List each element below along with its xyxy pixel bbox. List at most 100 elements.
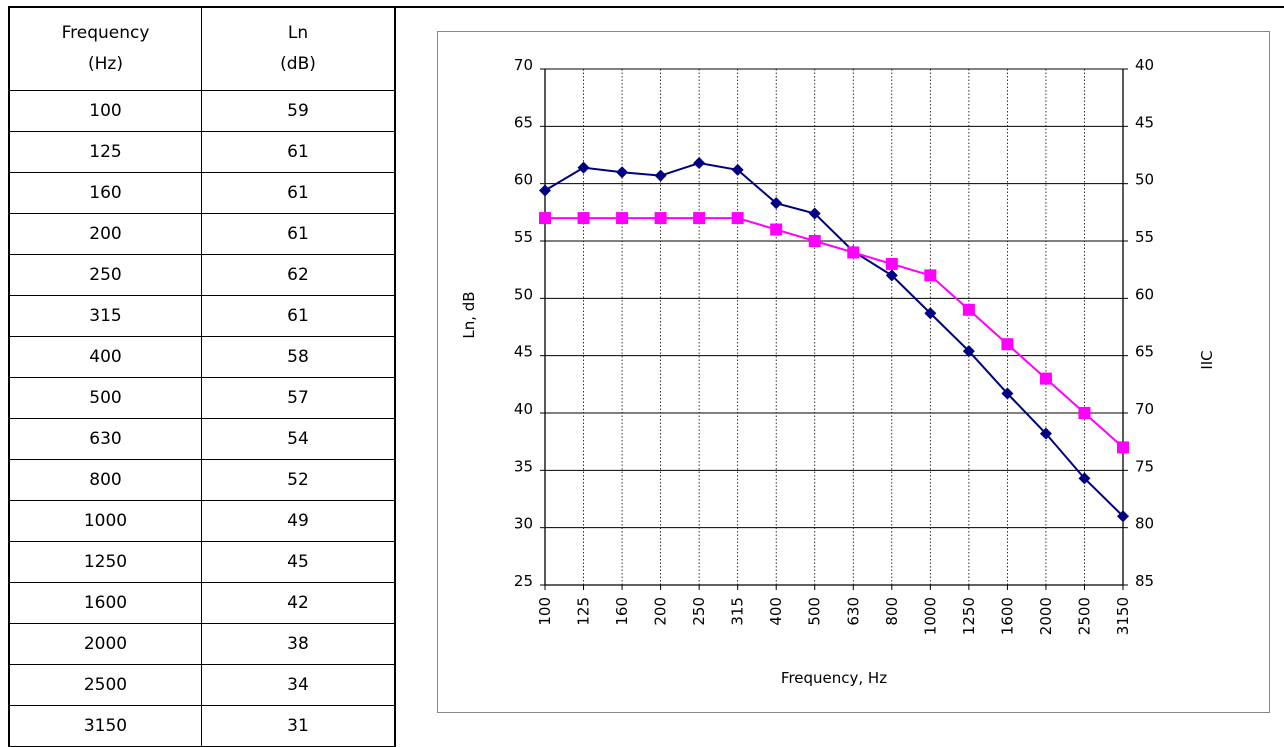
frequency-cell: 1250 xyxy=(8,541,202,583)
x-tick-label: 1600 xyxy=(998,597,1016,635)
frequency-cell: 315 xyxy=(8,295,202,337)
x-tick-label: 1250 xyxy=(960,597,978,635)
x-tick-label: 100 xyxy=(536,597,554,626)
series-point xyxy=(1078,472,1091,485)
x-tick-label: 160 xyxy=(613,597,631,626)
x-tick-label: 400 xyxy=(767,597,785,626)
ln-header-unit: (dB) xyxy=(280,54,316,74)
x-tick-label: 800 xyxy=(883,597,901,626)
ln-cell: 57 xyxy=(201,377,396,419)
table-row: 250 62 xyxy=(8,254,396,296)
frequency-cell: 200 xyxy=(8,213,202,255)
y-tick-label: 30 xyxy=(514,515,533,533)
frequency-cell: 125 xyxy=(8,131,202,173)
y-tick-label: 50 xyxy=(514,285,533,303)
series-point xyxy=(962,303,975,316)
x-tick-label: 125 xyxy=(575,597,593,626)
series-point xyxy=(577,161,590,174)
series-point xyxy=(1001,338,1014,351)
series-point xyxy=(770,197,783,210)
frequency-cell: 400 xyxy=(8,336,202,378)
y2-tick-label: 55 xyxy=(1135,228,1154,246)
series-point xyxy=(654,212,667,225)
frequency-header-label: Frequency xyxy=(61,23,150,43)
y-tick-label: 45 xyxy=(514,343,533,361)
table-row: 200 61 xyxy=(8,213,396,255)
ln-cell: 62 xyxy=(201,254,396,296)
table-row: 2500 34 xyxy=(8,664,396,706)
series-point xyxy=(616,212,629,225)
series-point xyxy=(539,184,551,197)
series-point xyxy=(885,257,898,270)
y2-tick-label: 40 xyxy=(1135,56,1154,74)
series-point xyxy=(539,212,551,225)
ln-cell: 61 xyxy=(201,213,396,255)
frequency-cell: 250 xyxy=(8,254,202,296)
y-tick-label: 55 xyxy=(514,228,533,246)
table-row: 125 61 xyxy=(8,131,396,173)
y-tick-label: 65 xyxy=(514,113,533,131)
series-line xyxy=(545,217,1124,449)
x-tick-label: 500 xyxy=(806,597,824,626)
y2-tick-label: 60 xyxy=(1135,285,1154,303)
series-point xyxy=(577,212,590,225)
table-header-row: Frequency (Hz) Ln (dB) xyxy=(8,6,396,91)
ln-cell: 45 xyxy=(201,541,396,583)
y-tick-label: 60 xyxy=(514,171,533,189)
frequency-cell: 1000 xyxy=(8,500,202,542)
frequency-cell: 630 xyxy=(8,418,202,460)
ln-cell: 61 xyxy=(201,295,396,337)
frequency-cell: 800 xyxy=(8,459,202,501)
series-point xyxy=(847,246,860,259)
table-row: 2000 38 xyxy=(8,623,396,665)
y-tick-label: 70 xyxy=(514,56,533,74)
series-point xyxy=(1117,510,1129,523)
table-row: 1250 45 xyxy=(8,541,396,583)
x-tick-label: 250 xyxy=(690,597,708,626)
ln-header: Ln (dB) xyxy=(201,6,396,91)
y2-tick-label: 70 xyxy=(1135,400,1154,418)
chart-svg: 25 30 35 40 45 50 55 60 65 70 85 80 75 70 65 60 55 50 45 40… xyxy=(460,56,1216,687)
data-table: Frequency (Hz) Ln (dB) 100 59 125 61 160 61 20… xyxy=(8,6,396,747)
series-point xyxy=(962,345,975,358)
ln-cell: 61 xyxy=(201,131,396,173)
frequency-cell: 100 xyxy=(8,90,202,132)
table-row: 1600 42 xyxy=(8,582,396,624)
x-tick-label: 630 xyxy=(844,597,862,626)
series-point xyxy=(693,157,706,170)
frequency-cell: 2500 xyxy=(8,664,202,706)
x-tick-label: 3150 xyxy=(1114,597,1132,635)
table-row: 400 58 xyxy=(8,336,396,378)
y2-tick-label: 50 xyxy=(1135,171,1154,189)
chart-frame: 25 30 35 40 45 50 55 60 65 70 85 80 75 70 65 60 55 50 45 40… xyxy=(437,31,1270,713)
series-line xyxy=(544,161,1124,517)
y2-tick-label: 75 xyxy=(1135,457,1154,475)
ln-cell: 54 xyxy=(201,418,396,460)
series-point xyxy=(924,307,937,320)
table-row: 800 52 xyxy=(8,459,396,501)
series-point xyxy=(731,163,744,176)
x-tick-label: 315 xyxy=(729,597,747,626)
y-axis-title: Ln, dB xyxy=(460,291,478,338)
x-tick-label: 1000 xyxy=(921,597,939,635)
x-tick-label: 2500 xyxy=(1075,597,1093,635)
series-point xyxy=(808,235,821,247)
frequency-cell: 160 xyxy=(8,172,202,214)
top-border-line xyxy=(396,6,1284,8)
series-point xyxy=(1039,372,1052,385)
series-point xyxy=(885,269,898,282)
ln-cell: 49 xyxy=(201,500,396,542)
series-point xyxy=(616,166,629,179)
y2-tick-label: 80 xyxy=(1135,515,1154,533)
ln-cell: 58 xyxy=(201,336,396,378)
table-row: 100 59 xyxy=(8,90,396,132)
ln-cell: 42 xyxy=(201,582,396,624)
frequency-cell: 500 xyxy=(8,377,202,419)
y-tick-label: 35 xyxy=(514,457,533,475)
y2-axis-title: IIC xyxy=(1198,350,1216,369)
y2-tick-label: 65 xyxy=(1135,343,1154,361)
series-point xyxy=(808,207,821,220)
x-tick-label: 200 xyxy=(652,597,670,626)
frequency-cell: 3150 xyxy=(8,705,202,747)
series-point xyxy=(654,169,667,182)
